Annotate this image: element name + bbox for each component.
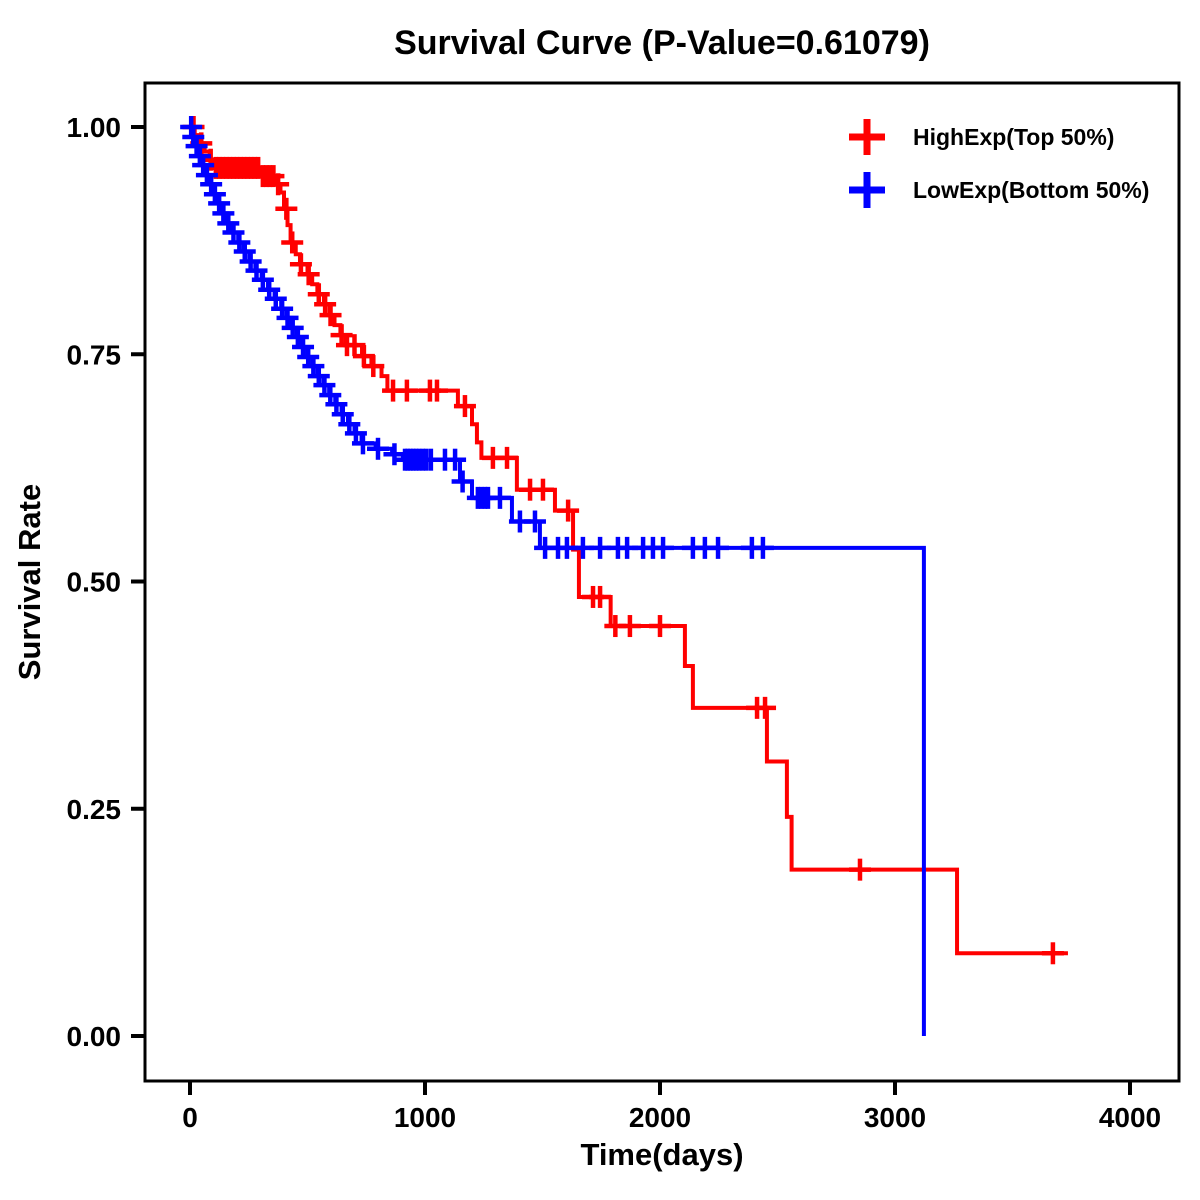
y-tick-label: 1.00 (67, 112, 122, 143)
x-tick-label: 2000 (629, 1102, 691, 1133)
legend-highexp-label: HighExp(Top 50%) (913, 124, 1114, 150)
y-tick-label: 0.25 (67, 794, 122, 825)
panel-border (143, 81, 1181, 1083)
legend-lowexp-symbol (849, 172, 885, 208)
survival-curves (180, 116, 1068, 1036)
legend-lowexp-label: LowExp(Bottom 50%) (913, 177, 1149, 203)
chart-title: Survival Curve (P-Value=0.61079) (394, 24, 930, 62)
legend: HighExp(Top 50%) LowExp(Bottom 50%) (849, 119, 1149, 208)
censor-marks-highexp (182, 116, 1064, 965)
x-tick-label: 3000 (864, 1102, 926, 1133)
x-axis-label: Time(days) (580, 1137, 743, 1172)
censor-marks-lowexp (180, 116, 774, 559)
y-axis-label: Survival Rate (12, 484, 47, 680)
x-tick-label: 4000 (1099, 1102, 1161, 1133)
y-tick-label: 0.00 (67, 1021, 122, 1052)
axis-ticks: 0 1000 2000 3000 4000 0.00 0.25 0.50 0.75 1.00 (67, 112, 1162, 1133)
y-tick-label: 0.75 (67, 339, 122, 370)
x-tick-label: 0 (182, 1102, 198, 1133)
legend-highexp-symbol (849, 119, 885, 155)
y-tick-label: 0.50 (67, 567, 122, 598)
x-tick-label: 1000 (394, 1102, 456, 1133)
